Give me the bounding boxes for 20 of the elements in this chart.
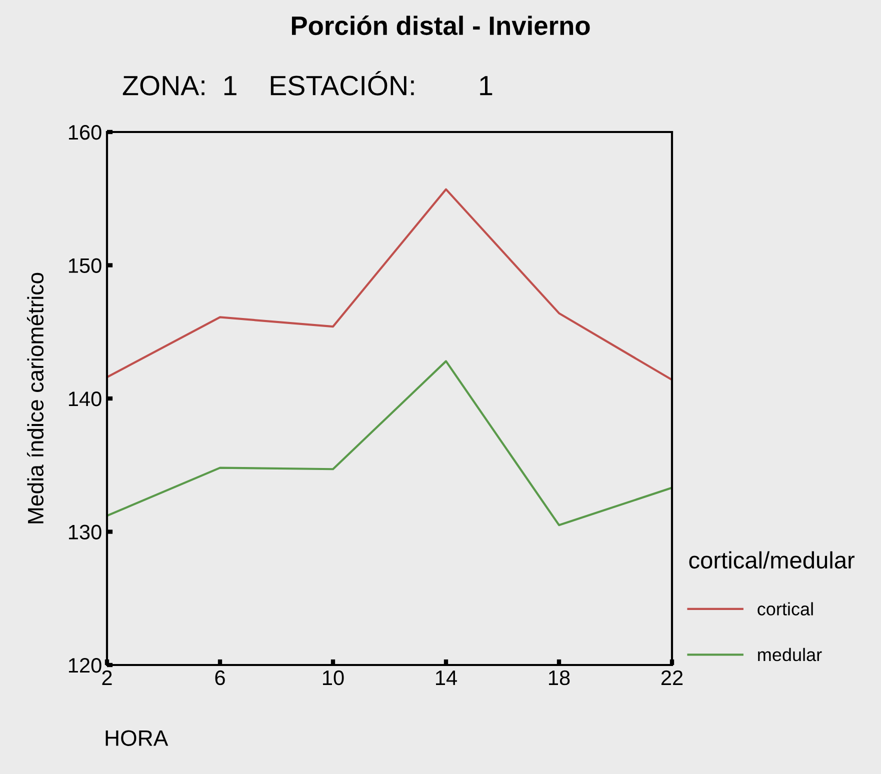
x-tick-label: 18 (549, 670, 570, 686)
x-tick-label: 6 (215, 670, 225, 686)
x-tick-label: 2 (102, 670, 112, 685)
line-series (107, 360, 672, 526)
legend-label: cortical (758, 602, 813, 616)
y-axis-title: Media índice cariométrico (26, 272, 44, 524)
chart-subtitle: ZONA: 1 ESTACIÓN: 1 (122, 71, 492, 96)
y-tick-label: 130 (68, 524, 102, 540)
legend-title: cortical/medular (689, 551, 855, 569)
x-tick-label: 14 (436, 670, 457, 685)
x-tick-label: 22 (661, 670, 683, 685)
x-axis-title: HORA (106, 730, 168, 746)
y-tick-label: 150 (68, 258, 102, 274)
line-series (107, 188, 672, 381)
chart-title: Porción distal - Invierno (292, 15, 590, 36)
y-tick-label: 120 (68, 658, 102, 673)
y-tick-label: 160 (68, 125, 102, 140)
y-tick-label: 140 (68, 392, 102, 406)
x-tick-label: 10 (323, 670, 344, 686)
legend-label: medular (758, 648, 822, 662)
